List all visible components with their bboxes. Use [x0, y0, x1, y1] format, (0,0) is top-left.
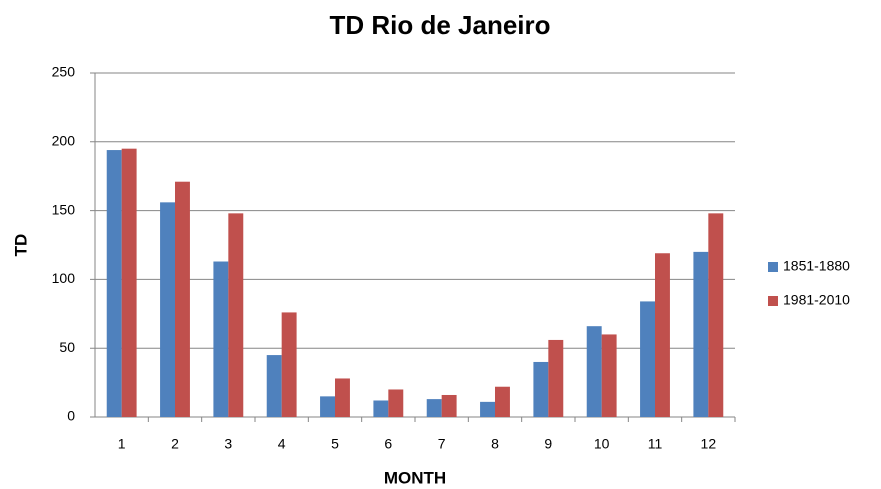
legend-swatch: [768, 262, 778, 272]
x-tick-label: 12: [701, 436, 717, 452]
x-tick-label: 3: [224, 436, 232, 452]
y-tick-label: 250: [52, 64, 76, 80]
y-tick-label: 0: [67, 408, 75, 424]
legend-swatch: [768, 296, 778, 306]
y-tick-label: 100: [52, 270, 76, 286]
bar: [320, 396, 335, 417]
bar: [426, 399, 442, 417]
bar: [121, 148, 137, 417]
bar: [281, 312, 297, 417]
bar: [655, 253, 670, 417]
bar: [335, 378, 350, 417]
y-tick-label: 50: [59, 339, 75, 355]
bar: [601, 334, 617, 417]
bar: [106, 150, 122, 417]
x-tick-label: 1: [118, 436, 126, 452]
bar: [693, 251, 709, 417]
bar: [533, 361, 549, 417]
x-tick-label: 9: [544, 436, 552, 452]
x-tick-label: 4: [278, 436, 286, 452]
bar: [495, 386, 510, 417]
bar: [228, 213, 244, 417]
legend-label: 1851-1880: [783, 258, 850, 274]
bar: [373, 400, 389, 417]
x-axis-label: MONTH: [384, 468, 446, 487]
x-tick-label: 6: [384, 436, 392, 452]
bar: [708, 213, 724, 417]
bar: [548, 339, 564, 417]
bar: [586, 326, 602, 417]
y-tick-label: 150: [52, 201, 76, 217]
x-tick-label: 11: [648, 436, 663, 452]
bar: [388, 389, 404, 417]
bar: [441, 394, 457, 417]
x-tick-label: 2: [171, 436, 179, 452]
bar: [175, 181, 190, 417]
x-tick-label: 10: [594, 436, 610, 452]
y-tick-label: 200: [52, 133, 76, 149]
chart-title: TD Rio de Janeiro: [329, 10, 550, 40]
bar: [213, 261, 229, 417]
bar: [480, 401, 495, 417]
x-tick-label: 8: [491, 436, 499, 452]
bar: [266, 355, 282, 417]
bar: [160, 202, 175, 417]
x-tick-label: 5: [331, 436, 339, 452]
legend-label: 1981-2010: [783, 292, 850, 308]
bar: [640, 301, 655, 417]
y-axis-label: TD: [11, 234, 30, 257]
x-tick-label: 7: [438, 436, 446, 452]
